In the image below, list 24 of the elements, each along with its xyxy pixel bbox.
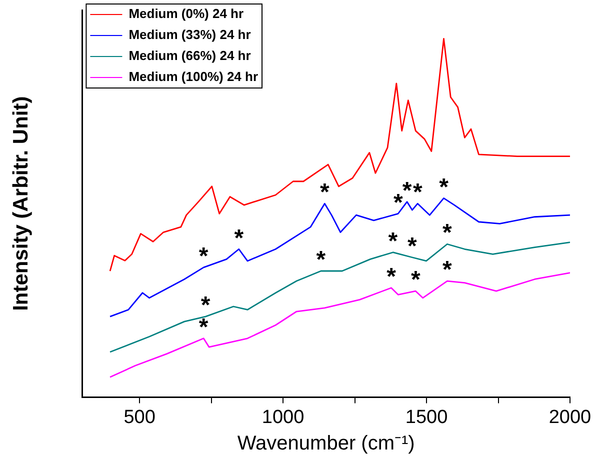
annotation: * xyxy=(316,246,326,274)
annotation: * xyxy=(402,177,412,204)
annotation: * xyxy=(412,179,423,206)
annotation: * xyxy=(320,179,330,206)
x-tick-label: 500 xyxy=(124,406,156,428)
annotation: * xyxy=(198,243,209,270)
x-tick-label: 2000 xyxy=(548,406,592,428)
annotation: * xyxy=(442,256,453,284)
legend-label: Medium (66%) 24 hr xyxy=(128,48,251,64)
x-tick-label: 1000 xyxy=(262,406,304,428)
x-axis-title: Wavenumber (cm⁻¹) xyxy=(237,432,415,455)
y-axis-title: Intensity (Arbitr. Unit) xyxy=(9,96,32,311)
x-tick-label: 1500 xyxy=(405,406,448,428)
legend-label: Medium (33%) 24 hr xyxy=(128,27,251,42)
annotation: * xyxy=(410,266,421,294)
legend-label: Medium (100%) 24 hr xyxy=(128,69,258,84)
annotation: * xyxy=(408,233,418,260)
legend-label: Medium (0%) 24 hr xyxy=(128,6,244,22)
annotation: * xyxy=(439,174,450,201)
annotation: * xyxy=(234,224,244,252)
annotation: * xyxy=(442,220,453,247)
annotation: * xyxy=(393,189,404,216)
annotation: * xyxy=(388,228,398,255)
annotation: * xyxy=(386,263,397,290)
